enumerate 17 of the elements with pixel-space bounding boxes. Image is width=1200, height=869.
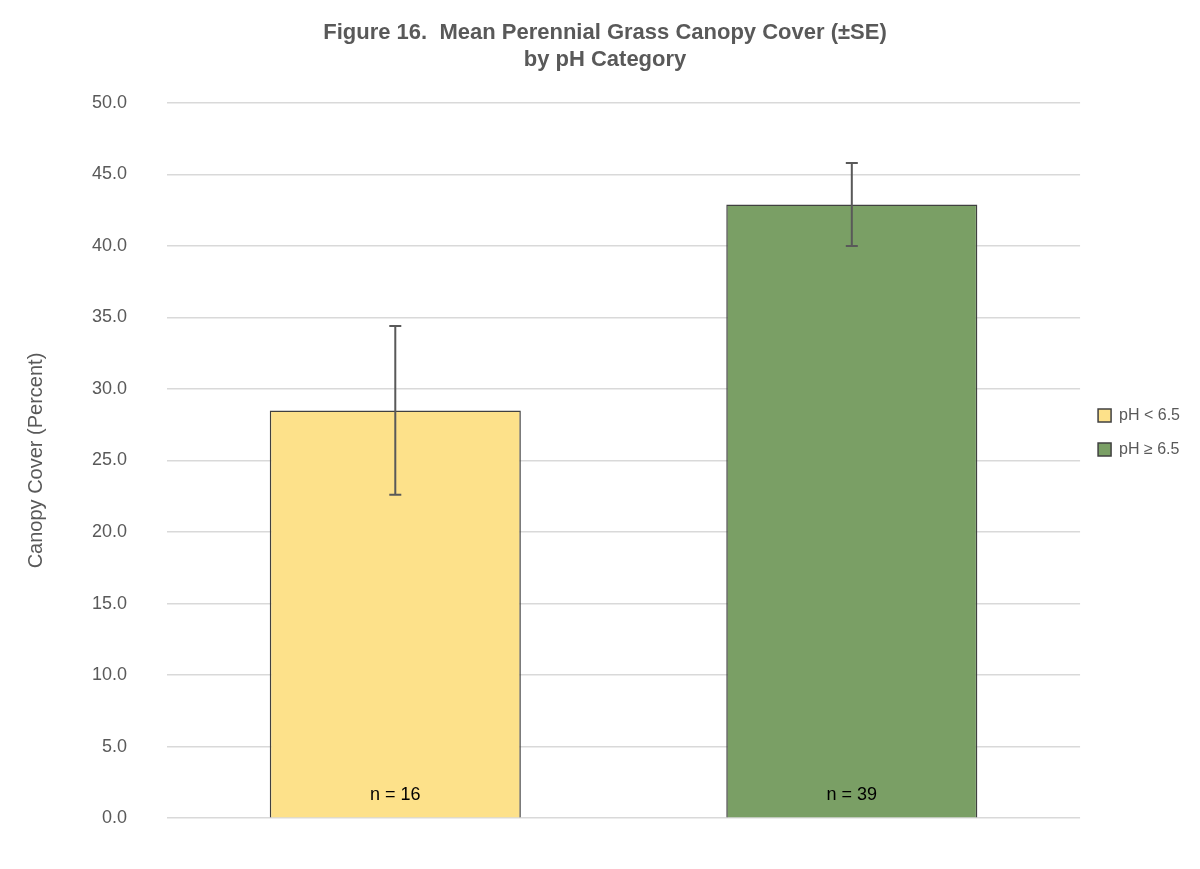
y-tick-label: 30.0 (91, 377, 128, 398)
legend-label: pH ≥ 6.5 (1119, 439, 1180, 457)
y-tick-label: 0.0 (102, 807, 128, 828)
y-axis-title: Canopy Cover (Percent) (23, 352, 46, 569)
y-tick-label: 15.0 (91, 592, 128, 613)
y-tick-label: 10.0 (91, 664, 128, 685)
y-tick-label: 20.0 (91, 521, 128, 542)
y-tick-label: 40.0 (91, 234, 128, 255)
y-tick-label: 5.0 (102, 735, 128, 756)
chart-title: Figure 16. Mean Perennial Grass Canopy Cover (±SE) by pH Category (323, 19, 887, 71)
legend-label: pH < 6.5 (1119, 405, 1181, 423)
y-tick-label: 25.0 (91, 449, 128, 470)
y-tick-label: 35.0 (91, 306, 128, 327)
annotation: n = 39 (826, 784, 878, 805)
annotation: n = 16 (370, 784, 421, 805)
y-tick-label: 50.0 (91, 91, 128, 112)
y-tick-label: 45.0 (91, 163, 128, 184)
